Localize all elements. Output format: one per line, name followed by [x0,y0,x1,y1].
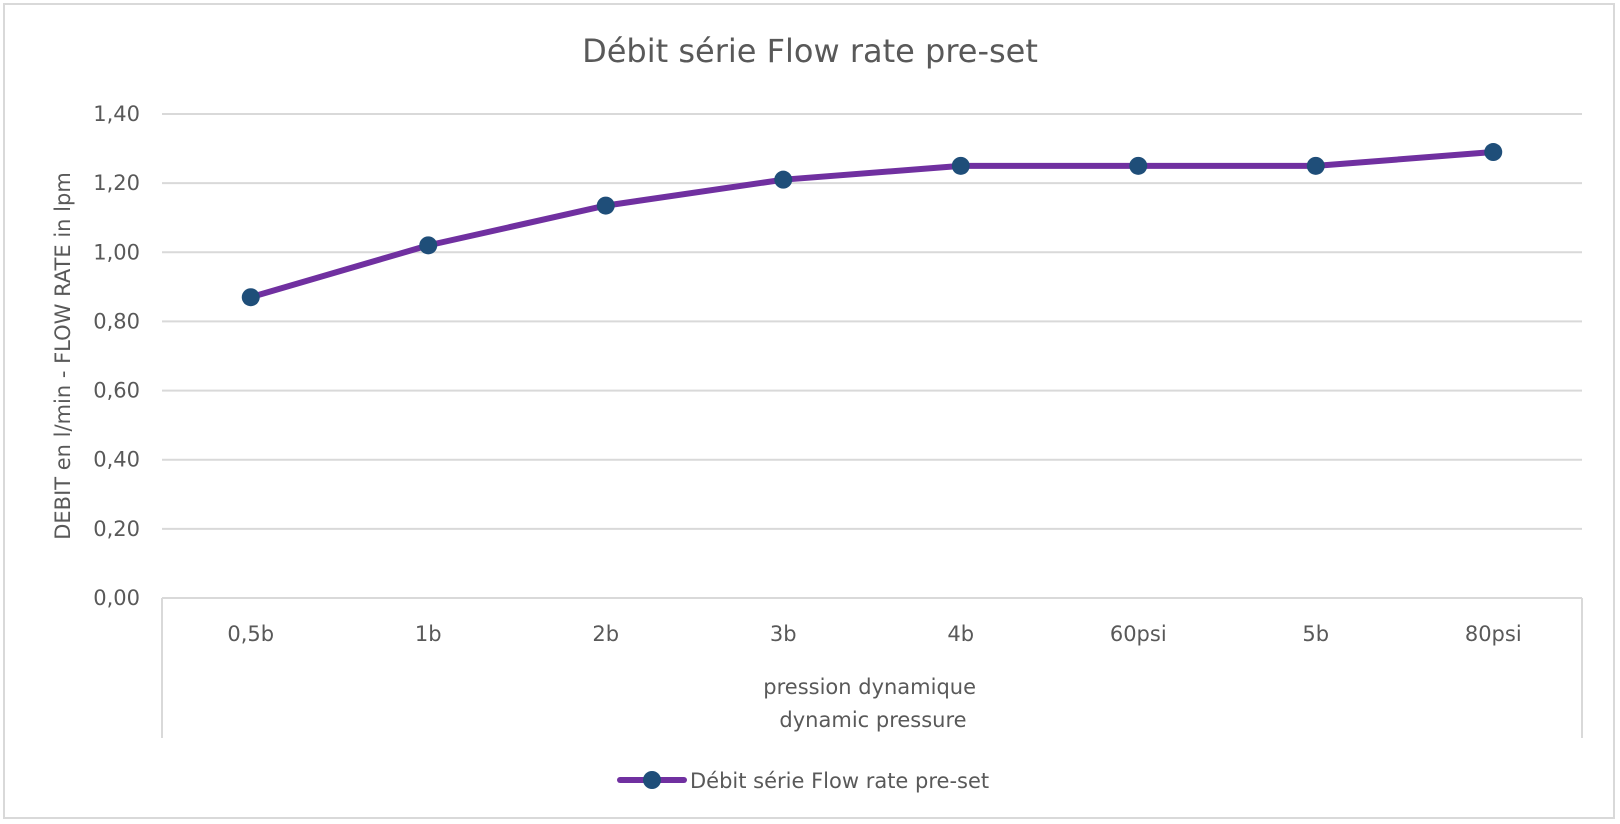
x-axis-title-line-2: dynamic pressure [779,708,966,732]
data-point-marker [774,170,793,189]
legend: Débit série Flow rate pre-set [617,769,989,793]
x-tick-label: 60psi [1110,622,1167,646]
x-axis-title: pression dynamique dynamic pressure [763,675,982,732]
chart-frame [3,3,1615,819]
y-tick-label: 0,80 [93,309,140,333]
series-line [247,149,1497,301]
y-axis-ticks: 0,00 0,20 0,40 0,60 0,80 1,00 1,20 1,40 [93,102,140,610]
x-axis-frame [161,598,1583,738]
x-axis-title-line-1: pression dynamique [763,675,976,699]
y-tick-label: 0,20 [93,517,140,541]
x-tick-label: 2b [592,622,619,646]
data-point-marker [241,288,260,307]
y-tick-label: 1,40 [93,102,140,126]
chart-title: Débit série Flow rate pre-set [582,32,1038,70]
gridlines [162,113,1582,599]
y-tick-label: 0,40 [93,448,140,472]
y-tick-label: 0,60 [93,379,140,403]
y-axis-title: DEBIT en l/min - FLOW RATE in lpm [51,172,75,540]
x-tick-label: 3b [770,622,797,646]
x-tick-label: 0,5b [227,622,274,646]
y-tick-label: 1,00 [93,240,140,264]
legend-marker-swatch [643,771,661,789]
y-tick-label: 1,20 [93,171,140,195]
legend-label: Débit série Flow rate pre-set [690,769,989,793]
x-axis-ticks: 0,5b 1b 2b 3b 4b 60psi 5b 80psi [227,622,1521,646]
data-point-marker [1129,156,1148,175]
y-tick-label: 0,00 [93,586,140,610]
x-tick-label: 5b [1302,622,1329,646]
x-tick-label: 80psi [1465,622,1522,646]
series-layer [241,143,1503,307]
data-point-marker [1484,143,1503,162]
data-point-marker [951,156,970,175]
data-point-marker [419,236,438,255]
data-point-marker [1306,156,1325,175]
x-tick-label: 1b [415,622,442,646]
x-tick-label: 4b [947,622,974,646]
data-point-marker [596,196,615,215]
